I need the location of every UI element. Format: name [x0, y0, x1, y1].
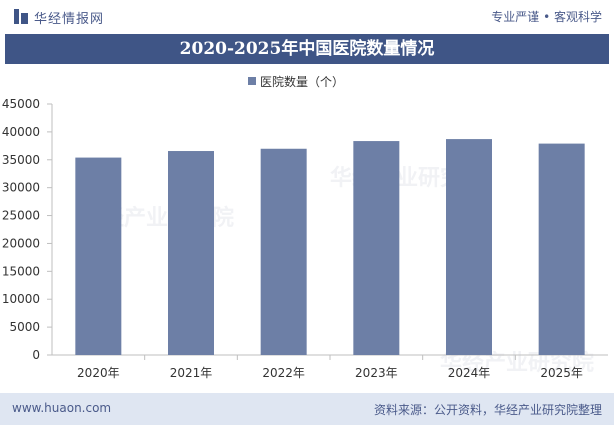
footer-source: 资料来源：公开资料，华经产业研究院整理: [373, 403, 602, 417]
y-tick-label: 0: [32, 348, 40, 362]
slogan: 专业严谨 • 客观科学: [491, 10, 602, 24]
bar: [75, 157, 122, 355]
x-tick-label: 2023年: [355, 366, 398, 380]
x-tick-label: 2025年: [540, 366, 583, 380]
y-tick-label: 20000: [2, 236, 40, 250]
bar: [260, 148, 307, 355]
logo-icon: [14, 9, 28, 24]
top-bar: 华经情报网 专业严谨 • 客观科学: [0, 0, 614, 34]
footer: www.huaon.com 资料来源：公开资料，华经产业研究院整理: [0, 393, 614, 425]
x-tick-label: 2021年: [170, 366, 213, 380]
x-tick-label: 2024年: [448, 366, 491, 380]
x-tick-label: 2022年: [262, 366, 305, 380]
bar: [353, 141, 400, 355]
y-tick-label: 30000: [2, 181, 40, 195]
y-tick-label: 25000: [2, 209, 40, 223]
bar: [538, 143, 585, 355]
legend-swatch: [248, 77, 256, 85]
y-tick-label: 40000: [2, 125, 40, 139]
bar: [446, 139, 492, 355]
footer-url[interactable]: www.huaon.com: [12, 401, 112, 415]
y-tick-label: 5000: [9, 320, 40, 334]
legend: 医院数量（个）: [248, 73, 344, 89]
title-bar: 2020-2025年中国医院数量情况: [5, 34, 609, 64]
y-tick-label: 45000: [2, 97, 40, 111]
y-tick-label: 10000: [2, 292, 40, 306]
legend-label: 医院数量（个）: [260, 75, 345, 89]
logo-text: 华经情报网: [34, 12, 105, 27]
bar: [168, 151, 214, 355]
y-tick-label: 15000: [2, 264, 40, 278]
x-tick-label: 2020年: [77, 366, 120, 380]
chart-title: 2020-2025年中国医院数量情况: [179, 39, 435, 59]
bar-chart: 0 5000 10000 15000 20000 25000 30000 35000 40000…: [2, 97, 608, 380]
y-tick-label: 35000: [2, 153, 40, 167]
